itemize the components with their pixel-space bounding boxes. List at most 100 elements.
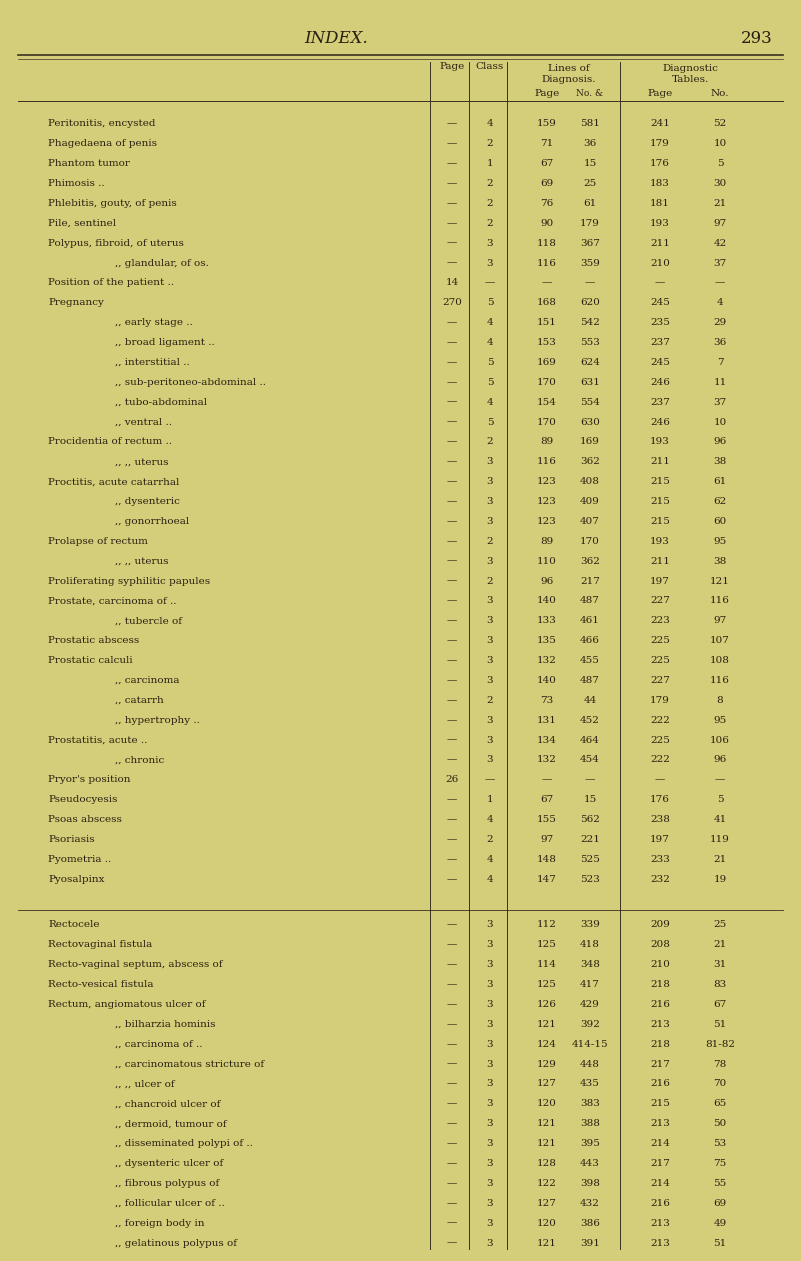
Text: 52: 52 — [714, 120, 727, 129]
Text: 21: 21 — [714, 855, 727, 864]
Text: Page: Page — [440, 62, 465, 71]
Text: ,, bilharzia hominis: ,, bilharzia hominis — [115, 1020, 215, 1029]
Text: 168: 168 — [537, 299, 557, 308]
Text: 223: 223 — [650, 617, 670, 625]
Text: 127: 127 — [537, 1079, 557, 1088]
Text: 96: 96 — [541, 576, 553, 585]
Text: 29: 29 — [714, 318, 727, 327]
Text: 131: 131 — [537, 716, 557, 725]
Text: 132: 132 — [537, 755, 557, 764]
Text: 2: 2 — [487, 835, 493, 844]
Text: —: — — [654, 279, 665, 288]
Text: 4: 4 — [487, 338, 493, 347]
Text: INDEX.: INDEX. — [304, 30, 368, 47]
Text: 237: 237 — [650, 338, 670, 347]
Text: 367: 367 — [580, 238, 600, 247]
Text: 76: 76 — [541, 199, 553, 208]
Text: —: — — [447, 1179, 457, 1188]
Text: 553: 553 — [580, 338, 600, 347]
Text: Proliferating syphilitic papules: Proliferating syphilitic papules — [48, 576, 210, 585]
Text: Phimosis ..: Phimosis .. — [48, 179, 105, 188]
Text: 5: 5 — [717, 159, 723, 168]
Text: Diagnostic
Tables.: Diagnostic Tables. — [662, 64, 718, 84]
Text: 116: 116 — [710, 676, 730, 685]
Text: —: — — [447, 1000, 457, 1009]
Text: 454: 454 — [580, 755, 600, 764]
Text: —: — — [447, 259, 457, 267]
Text: —: — — [447, 921, 457, 929]
Text: —: — — [447, 1238, 457, 1247]
Text: 216: 216 — [650, 1199, 670, 1208]
Text: 3: 3 — [487, 1199, 493, 1208]
Text: —: — — [447, 477, 457, 487]
Text: 193: 193 — [650, 537, 670, 546]
Text: 36: 36 — [714, 338, 727, 347]
Text: —: — — [447, 815, 457, 825]
Text: 71: 71 — [541, 139, 553, 149]
Text: 227: 227 — [650, 676, 670, 685]
Text: 125: 125 — [537, 980, 557, 989]
Text: ,, early stage ..: ,, early stage .. — [115, 318, 193, 327]
Text: 429: 429 — [580, 1000, 600, 1009]
Text: 461: 461 — [580, 617, 600, 625]
Text: 246: 246 — [650, 417, 670, 426]
Text: 176: 176 — [650, 159, 670, 168]
Text: 211: 211 — [650, 238, 670, 247]
Text: 147: 147 — [537, 875, 557, 884]
Text: 2: 2 — [487, 438, 493, 446]
Text: 153: 153 — [537, 338, 557, 347]
Text: 208: 208 — [650, 941, 670, 950]
Text: ,, gonorrhoeal: ,, gonorrhoeal — [115, 517, 189, 526]
Text: 53: 53 — [714, 1139, 727, 1148]
Text: Recto-vaginal septum, abscess of: Recto-vaginal septum, abscess of — [48, 960, 223, 970]
Text: 3: 3 — [487, 1100, 493, 1108]
Text: 222: 222 — [650, 716, 670, 725]
Text: 78: 78 — [714, 1059, 727, 1068]
Text: —: — — [447, 1020, 457, 1029]
Text: 89: 89 — [541, 438, 553, 446]
Text: 3: 3 — [487, 676, 493, 685]
Text: 97: 97 — [541, 835, 553, 844]
Text: —: — — [447, 537, 457, 546]
Text: ,, dermoid, tumour of: ,, dermoid, tumour of — [115, 1120, 227, 1129]
Text: 466: 466 — [580, 637, 600, 646]
Text: —: — — [447, 960, 457, 970]
Text: Pregnancy: Pregnancy — [48, 299, 104, 308]
Text: 3: 3 — [487, 755, 493, 764]
Text: 21: 21 — [714, 941, 727, 950]
Text: 3: 3 — [487, 1040, 493, 1049]
Text: 37: 37 — [714, 397, 727, 407]
Text: ,, chancroid ulcer of: ,, chancroid ulcer of — [115, 1100, 220, 1108]
Text: 398: 398 — [580, 1179, 600, 1188]
Text: 448: 448 — [580, 1059, 600, 1068]
Text: 134: 134 — [537, 735, 557, 744]
Text: 3: 3 — [487, 1059, 493, 1068]
Text: —: — — [585, 279, 595, 288]
Text: 3: 3 — [487, 1020, 493, 1029]
Text: —: — — [541, 279, 552, 288]
Text: 3: 3 — [487, 980, 493, 989]
Text: 4: 4 — [487, 815, 493, 825]
Text: —: — — [447, 199, 457, 208]
Text: 19: 19 — [714, 875, 727, 884]
Text: Pile, sentinel: Pile, sentinel — [48, 218, 116, 228]
Text: 121: 121 — [537, 1238, 557, 1247]
Text: 121: 121 — [537, 1020, 557, 1029]
Text: 211: 211 — [650, 556, 670, 566]
Text: —: — — [447, 139, 457, 149]
Text: —: — — [447, 637, 457, 646]
Text: —: — — [447, 980, 457, 989]
Text: 238: 238 — [650, 815, 670, 825]
Text: 215: 215 — [650, 477, 670, 487]
Text: 217: 217 — [650, 1159, 670, 1168]
Text: 125: 125 — [537, 941, 557, 950]
Text: 38: 38 — [714, 458, 727, 467]
Text: ,, sub-peritoneo-abdominal ..: ,, sub-peritoneo-abdominal .. — [115, 378, 266, 387]
Text: 3: 3 — [487, 497, 493, 506]
Text: 233: 233 — [650, 855, 670, 864]
Text: 10: 10 — [714, 417, 727, 426]
Text: ,, ventral ..: ,, ventral .. — [115, 417, 172, 426]
Text: 96: 96 — [714, 755, 727, 764]
Text: 435: 435 — [580, 1079, 600, 1088]
Text: 216: 216 — [650, 1000, 670, 1009]
